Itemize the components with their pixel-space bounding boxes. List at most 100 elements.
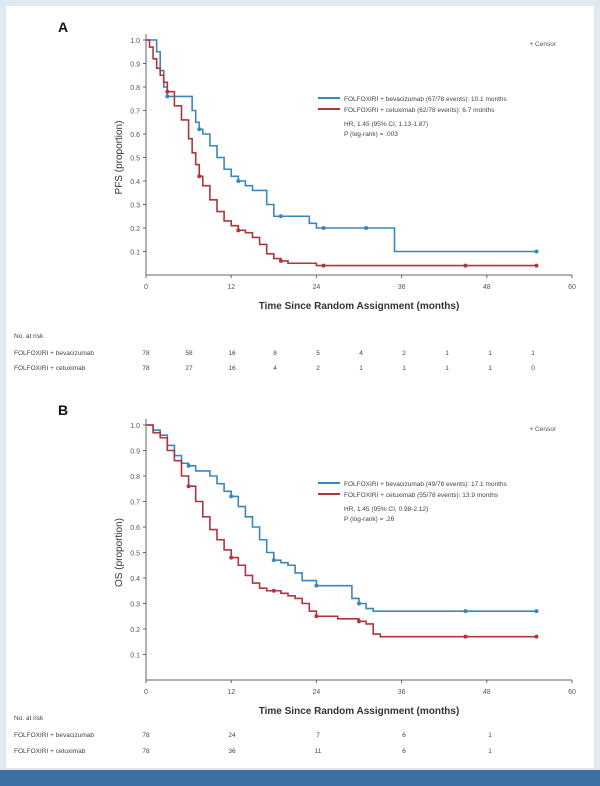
censor-mark <box>236 228 241 233</box>
y-tick-label: 0.8 <box>130 85 140 92</box>
risk-value: 11 <box>315 748 322 755</box>
risk-value: 1 <box>359 365 363 372</box>
risk-row-label: FOLFOXIRI + cetuximab <box>14 365 86 372</box>
risk-value: 1 <box>488 350 492 357</box>
y-axis-title: OS (proportion) <box>114 518 125 587</box>
risk-value: 78 <box>142 350 150 357</box>
y-tick-label: 0.7 <box>130 500 140 507</box>
legend-label: FOLFOXIRI + cetuximab (55/78 events): 13… <box>344 492 499 499</box>
x-tick-label: 24 <box>313 284 321 291</box>
y-tick-label: 0.1 <box>130 653 140 660</box>
y-tick-label: 0.5 <box>130 156 140 163</box>
risk-value: 1 <box>488 365 492 372</box>
stats-text: P (log-rank) = .003 <box>344 131 398 138</box>
figure-paper <box>6 6 594 768</box>
censor-mark <box>364 226 369 230</box>
risk-value: 16 <box>228 350 236 357</box>
risk-value: 1 <box>402 365 406 372</box>
series-line-cetuximab <box>146 39 537 267</box>
risk-value: 2 <box>316 365 320 372</box>
x-tick-label: 48 <box>483 284 491 291</box>
risk-value: 1 <box>488 748 492 755</box>
y-axis-title: PFS (proportion) <box>114 121 125 195</box>
stats-text: HR, 1.45 (95% CI, 1.13-1.87) <box>344 121 428 128</box>
censor-mark <box>197 174 202 179</box>
x-axis-title: Time Since Random Assignment (months) <box>259 706 460 717</box>
y-tick-label: 0.8 <box>130 474 140 481</box>
risk-value: 1 <box>445 350 449 357</box>
legend-label: FOLFOXIRI + cetuximab (62/78 events): 6.… <box>344 107 495 114</box>
x-tick-label: 36 <box>398 689 406 696</box>
x-tick-label: 24 <box>313 689 321 696</box>
y-tick-label: 1.0 <box>130 423 140 430</box>
censor-mark <box>165 94 170 99</box>
legend-label: FOLFOXIRI + bevacizumab (49/78 events): … <box>344 481 508 488</box>
risk-value: 78 <box>142 732 150 739</box>
y-tick-label: 0.6 <box>130 525 140 532</box>
censor-mark <box>463 609 468 614</box>
y-tick-label: 0.3 <box>130 602 140 609</box>
y-tick-label: 0.5 <box>130 551 140 558</box>
censor-mark <box>236 179 241 183</box>
risk-value: 16 <box>228 365 236 372</box>
y-tick-label: 0.2 <box>130 627 140 634</box>
censor-mark <box>271 588 276 593</box>
y-tick-label: 0.7 <box>130 109 140 116</box>
y-tick-label: 0.3 <box>130 203 140 210</box>
censor-mark <box>534 263 539 268</box>
risk-value: 24 <box>228 732 236 739</box>
y-tick-label: 0.4 <box>130 179 140 186</box>
risk-row-label: FOLFOXIRI + bevacizumab <box>14 350 94 357</box>
censor-mark <box>357 601 361 606</box>
y-tick-label: 0.9 <box>130 62 140 69</box>
censor-mark <box>314 583 319 588</box>
censor-mark <box>534 249 539 254</box>
censor-mark <box>534 634 539 639</box>
risk-value: 8 <box>273 350 277 357</box>
y-tick-label: 0.4 <box>130 576 140 583</box>
x-tick-label: 48 <box>483 689 491 696</box>
risk-value: 4 <box>359 350 363 357</box>
censor-mark <box>186 463 191 468</box>
y-tick-label: 1.0 <box>130 38 140 45</box>
censor-mark <box>229 555 234 560</box>
risk-value: 6 <box>402 748 406 755</box>
risk-value: 58 <box>185 350 193 357</box>
risk-value: 0 <box>531 365 535 372</box>
censor-mark <box>229 494 234 499</box>
risk-value: 1 <box>488 732 492 739</box>
risk-value: 2 <box>402 350 406 357</box>
x-tick-label: 36 <box>398 284 406 291</box>
risk-table-header: No. at risk <box>14 333 44 340</box>
y-tick-label: 0.2 <box>130 226 140 233</box>
x-tick-label: 0 <box>144 284 148 291</box>
censor-mark <box>197 127 202 132</box>
censor-mark <box>463 263 468 268</box>
risk-row-label: FOLFOXIRI + bevacizumab <box>14 732 94 739</box>
risk-value: 27 <box>185 365 193 372</box>
panel-label: A <box>58 19 68 35</box>
risk-table-header: No. at risk <box>14 715 44 722</box>
legend-label: FOLFOXIRI + bevacizumab (67/78 events): … <box>344 96 508 103</box>
x-tick-label: 12 <box>227 284 235 291</box>
x-tick-label: 12 <box>227 689 235 696</box>
risk-value: 1 <box>445 365 449 372</box>
censor-mark <box>165 89 170 94</box>
censor-mark <box>278 258 283 263</box>
x-tick-label: 60 <box>568 689 576 696</box>
x-tick-label: 60 <box>568 284 576 291</box>
y-tick-label: 0.9 <box>130 449 140 456</box>
censor-mark <box>271 558 276 563</box>
stats-text: HR, 1.45 (95% CI, 0.98-2.12) <box>344 506 428 513</box>
x-axis-title: Time Since Random Assignment (months) <box>259 301 460 312</box>
risk-value: 36 <box>228 748 236 755</box>
censor-legend: + Censor <box>529 426 556 433</box>
risk-value: 5 <box>316 350 320 357</box>
y-tick-label: 0.6 <box>130 132 140 139</box>
risk-value: 4 <box>273 365 277 372</box>
risk-value: 7 <box>316 732 320 739</box>
censor-mark <box>321 226 326 230</box>
censor-mark <box>314 614 319 619</box>
risk-row-label: FOLFOXIRI + cetuximab <box>14 748 86 755</box>
